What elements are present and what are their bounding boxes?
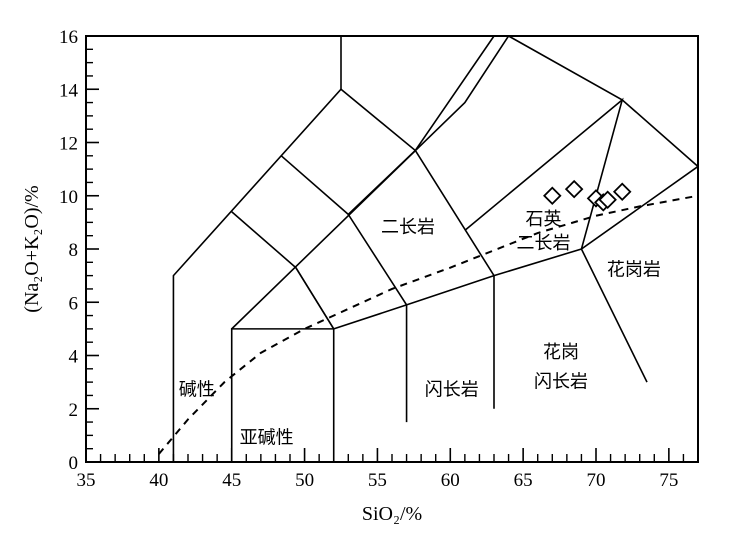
- field-label: 亚碱性: [240, 427, 294, 448]
- x-tick-label: 60: [441, 470, 460, 491]
- y-tick-label: 6: [69, 293, 79, 314]
- y-tick-label: 10: [59, 187, 78, 208]
- y-tick-label: 8: [69, 240, 79, 261]
- field-label: 石英: [526, 209, 562, 230]
- data-points: [543, 179, 632, 212]
- field-boundary: [230, 328, 335, 462]
- field-label: 闪长岩: [425, 379, 479, 400]
- x-axis-title: SiO₂/%: [362, 503, 422, 525]
- x-tick-label: 45: [222, 470, 241, 491]
- field-label: 花岗: [543, 342, 579, 363]
- data-point: [543, 186, 562, 206]
- x-tick-label: 65: [514, 470, 533, 491]
- alkaline-subalkaline-divider: [158, 194, 699, 455]
- field-label: 二长岩: [381, 217, 435, 238]
- field-boundary: [231, 35, 510, 330]
- y-tick-label: 4: [69, 347, 79, 368]
- field-boundary: [295, 267, 335, 330]
- field-label: 花岗岩: [607, 260, 661, 281]
- field-label: 闪长岩: [534, 371, 588, 392]
- field-label: 碱性: [179, 379, 215, 400]
- data-point: [564, 179, 584, 199]
- data-point: [598, 190, 617, 210]
- axis-ticks: 35 40 45 50 55 60 65 70 75 0 2 4 6 8 10 12 14 16: [59, 27, 685, 491]
- y-axis-title: (Na₂O+K₂O)/%: [21, 185, 43, 312]
- y-tick-label: 14: [59, 80, 79, 101]
- x-tick-label: 55: [368, 470, 387, 491]
- y-tick-label: 2: [69, 400, 79, 421]
- field-boundary: [280, 155, 349, 215]
- field-boundary: [347, 149, 416, 423]
- x-tick-label: 70: [587, 470, 606, 491]
- x-tick-label: 75: [659, 470, 678, 491]
- x-tick-label: 35: [77, 470, 96, 491]
- field-boundaries: [172, 35, 699, 462]
- field-boundary: [414, 150, 495, 409]
- y-tick-label: 16: [59, 27, 78, 48]
- x-tick-label: 40: [149, 470, 168, 491]
- field-boundary: [231, 211, 335, 330]
- field-boundary: [508, 35, 699, 168]
- field-boundary: [464, 97, 648, 383]
- field-label: 二长岩: [517, 233, 571, 254]
- data-point: [612, 182, 632, 202]
- y-tick-label: 12: [59, 134, 78, 155]
- y-tick-label: 0: [69, 453, 79, 474]
- x-tick-label: 50: [295, 470, 314, 491]
